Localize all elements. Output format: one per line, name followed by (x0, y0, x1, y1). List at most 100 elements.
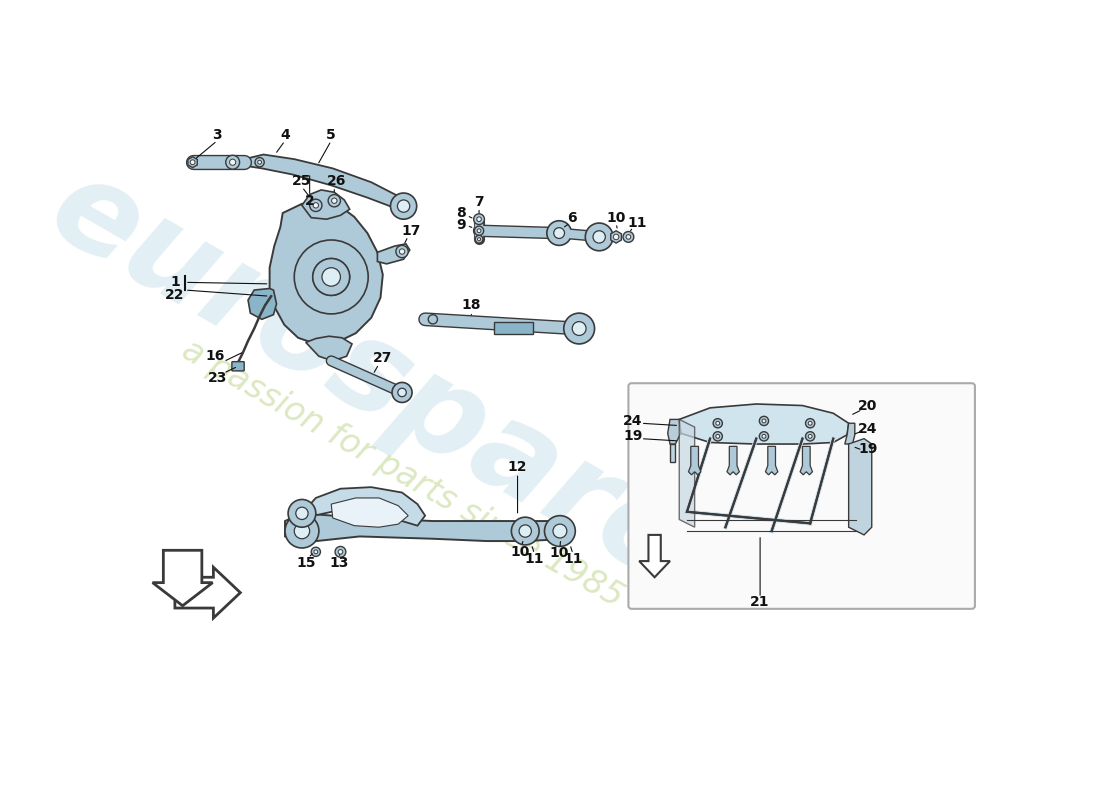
Polygon shape (249, 289, 276, 319)
Text: 10: 10 (606, 210, 626, 225)
Polygon shape (242, 154, 406, 210)
Polygon shape (153, 550, 212, 606)
Circle shape (477, 238, 481, 241)
Circle shape (477, 229, 481, 233)
Circle shape (585, 223, 613, 250)
Circle shape (322, 268, 341, 286)
Polygon shape (188, 157, 197, 168)
Circle shape (759, 416, 769, 426)
Polygon shape (331, 498, 408, 527)
Text: 10: 10 (510, 545, 529, 559)
Polygon shape (680, 419, 695, 527)
Text: 19: 19 (624, 430, 642, 443)
FancyBboxPatch shape (232, 362, 244, 371)
Circle shape (805, 432, 815, 441)
Text: 7: 7 (474, 195, 484, 210)
Polygon shape (670, 444, 675, 462)
Circle shape (397, 200, 410, 212)
Text: 4: 4 (280, 128, 290, 142)
Text: 8: 8 (455, 206, 465, 220)
Polygon shape (175, 567, 241, 618)
Circle shape (314, 550, 318, 554)
Text: 19: 19 (858, 442, 878, 456)
Circle shape (295, 240, 368, 314)
Circle shape (336, 546, 345, 558)
Circle shape (312, 258, 350, 295)
Circle shape (759, 432, 769, 441)
Circle shape (519, 525, 531, 538)
Text: 11: 11 (563, 552, 583, 566)
Polygon shape (639, 535, 670, 578)
Circle shape (314, 202, 319, 208)
Circle shape (762, 434, 766, 438)
Circle shape (614, 234, 619, 240)
Circle shape (398, 388, 406, 397)
Circle shape (713, 418, 723, 428)
Circle shape (544, 516, 575, 546)
Circle shape (564, 313, 595, 344)
Circle shape (474, 214, 484, 225)
Text: 11: 11 (627, 216, 647, 230)
Text: 21: 21 (750, 595, 770, 609)
Text: 15: 15 (296, 556, 316, 570)
Circle shape (547, 221, 572, 246)
Circle shape (190, 160, 195, 165)
Circle shape (762, 419, 766, 423)
Circle shape (331, 198, 337, 203)
Text: 6: 6 (566, 210, 576, 225)
Circle shape (716, 434, 719, 438)
Text: 17: 17 (402, 224, 421, 238)
Circle shape (257, 160, 262, 164)
Circle shape (553, 524, 566, 538)
Polygon shape (377, 244, 409, 264)
Text: 20: 20 (858, 398, 878, 413)
Text: 18: 18 (462, 298, 481, 313)
Circle shape (476, 217, 482, 222)
Circle shape (328, 194, 341, 207)
Circle shape (626, 234, 630, 239)
Polygon shape (285, 514, 570, 542)
Text: 16: 16 (206, 350, 224, 363)
Text: 13: 13 (329, 556, 349, 570)
Circle shape (226, 155, 240, 169)
Circle shape (396, 246, 408, 258)
Circle shape (593, 230, 605, 243)
Text: 11: 11 (525, 552, 544, 566)
Circle shape (808, 434, 812, 438)
Text: 10: 10 (549, 546, 569, 560)
Text: 9: 9 (455, 218, 465, 232)
Polygon shape (668, 419, 681, 444)
Circle shape (311, 547, 320, 557)
Circle shape (713, 432, 723, 441)
Circle shape (230, 159, 235, 166)
Polygon shape (766, 446, 778, 475)
Text: 5: 5 (327, 128, 337, 142)
Polygon shape (610, 230, 621, 243)
Circle shape (808, 422, 812, 425)
Circle shape (428, 314, 438, 324)
FancyBboxPatch shape (628, 383, 975, 609)
Circle shape (312, 258, 350, 295)
Circle shape (390, 193, 417, 219)
Polygon shape (270, 202, 383, 344)
Bar (495, 322, 534, 334)
Circle shape (296, 507, 308, 519)
Text: 25: 25 (293, 174, 311, 189)
Text: 27: 27 (373, 350, 393, 365)
Text: 2: 2 (305, 194, 315, 209)
Polygon shape (727, 446, 739, 475)
Circle shape (295, 523, 310, 538)
Circle shape (310, 199, 322, 211)
Polygon shape (301, 487, 425, 526)
Polygon shape (301, 190, 350, 219)
Circle shape (338, 550, 343, 554)
Polygon shape (800, 446, 813, 475)
Circle shape (255, 158, 264, 167)
Circle shape (716, 422, 719, 425)
Circle shape (512, 517, 539, 545)
Circle shape (285, 514, 319, 548)
Circle shape (474, 226, 484, 235)
Text: 1: 1 (170, 275, 179, 290)
Text: 12: 12 (508, 460, 527, 474)
Circle shape (553, 228, 564, 238)
